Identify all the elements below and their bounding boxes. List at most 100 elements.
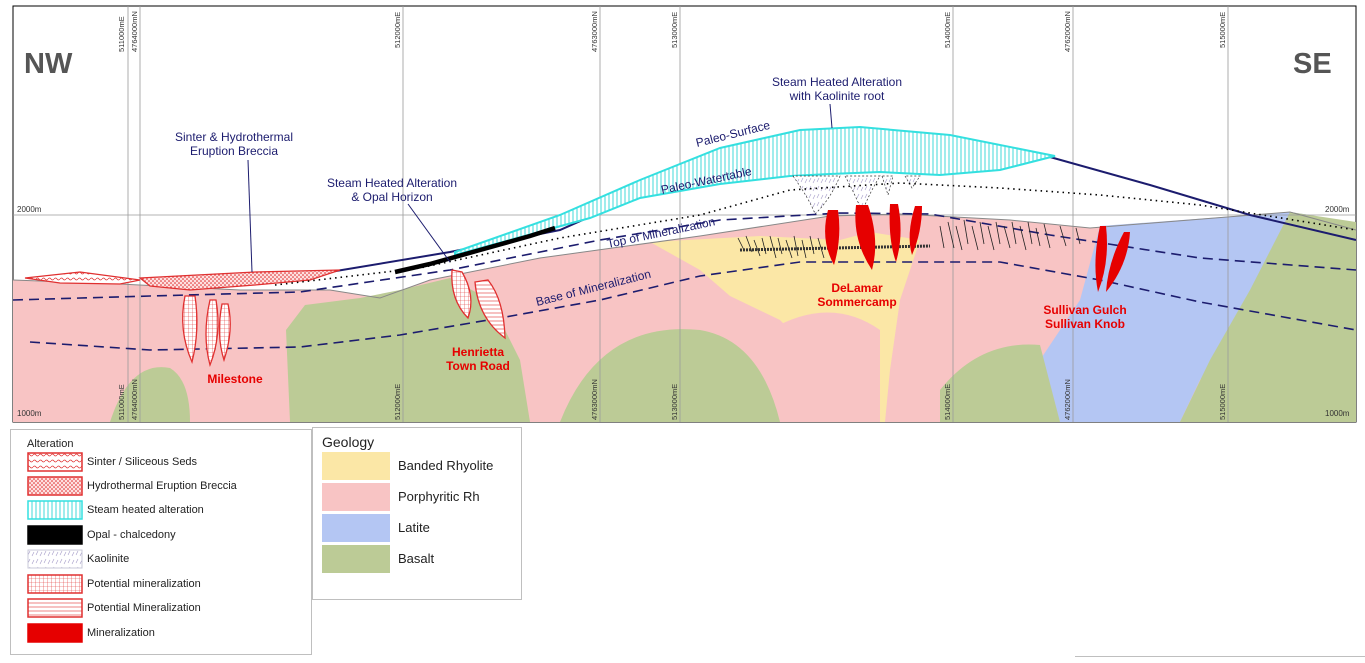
legend-item-latite: Latite <box>322 514 517 542</box>
grid-label-bottom: 4763000mN <box>590 379 599 420</box>
grid-label-bottom: 512000mE <box>393 384 402 420</box>
legend-item-potential-grid: Potential mineralization <box>27 574 311 596</box>
stockwork-veinlets <box>737 219 1081 259</box>
legend-label: Hydrothermal Eruption Breccia <box>87 480 237 492</box>
opal-horizon <box>394 225 556 275</box>
basalt-unit-under-dela <box>770 312 880 422</box>
grid-label-top: 514000mE <box>943 12 952 48</box>
direction-se: SE <box>1293 48 1332 80</box>
elevation-2000-left: 2000m <box>17 205 42 214</box>
legend-item-opal: Opal - chalcedony <box>27 525 311 547</box>
mineralization-bodies <box>182 204 1130 368</box>
deposit-sullivan-line1: Sullivan Gulch <box>1043 303 1126 317</box>
basalt-unit-right <box>1180 212 1356 422</box>
breccia-swatch <box>27 476 83 496</box>
legend-label: Basalt <box>398 551 435 566</box>
deposit-henrietta-line2: Town Road <box>446 359 510 373</box>
grid-label-bottom: 4764000mN <box>130 379 139 420</box>
legend-label: Kaolinite <box>87 553 130 565</box>
potential-grid-swatch <box>27 574 83 594</box>
annotation-sinter-line2: Eruption Breccia <box>190 144 278 158</box>
legend-item-breccia: Hydrothermal Eruption Breccia <box>27 476 311 498</box>
legend-label: Banded Rhyolite <box>398 458 494 473</box>
elevation-1000-right: 1000m <box>1325 409 1350 418</box>
delamar-vein-1 <box>825 210 840 265</box>
henrietta-vein-1 <box>451 269 472 320</box>
alteration-legend: Alteration Sinter / Siliceous Seds Hydro… <box>10 429 312 655</box>
deposit-sullivan-line2: Sullivan Knob <box>1045 317 1125 331</box>
deposit-henrietta-line1: Henrietta <box>452 345 504 359</box>
grid-label-top: 4764000mN <box>130 11 139 52</box>
grid-coordinate-labels: 511000mE 4764000mN 512000mE 4763000mN 51… <box>117 11 1227 420</box>
elevation-2000-right: 2000m <box>1325 205 1350 214</box>
legend-item-basalt: Basalt <box>322 545 517 573</box>
porphyritic-swatch <box>322 483 390 511</box>
legend-label: Mineralization <box>87 627 155 639</box>
legend-item-potential-hlines: Potential Mineralization <box>27 598 311 620</box>
milestone-vein-3 <box>218 303 231 363</box>
basalt-swatch <box>322 545 390 573</box>
banded-rhyolite-swatch <box>322 452 390 480</box>
grid-label-bottom: 511000mE <box>117 384 126 420</box>
latite-unit <box>1020 212 1310 422</box>
legend-item-banded-rhyolite: Banded Rhyolite <box>322 452 517 480</box>
grid-label-bottom: 513000mE <box>670 384 679 420</box>
coordinate-grid <box>13 6 1356 422</box>
leader-lines <box>247 103 833 273</box>
legend-label: Potential Mineralization <box>87 602 201 614</box>
legend-item-porphyritic: Porphyritic Rh <box>322 483 517 511</box>
grid-label-top: 515000mE <box>1218 12 1227 48</box>
opal-swatch <box>27 525 83 545</box>
grid-label-bottom: 514000mE <box>943 384 952 420</box>
geology-legend: Geology Banded Rhyolite Porphyritic Rh L… <box>312 427 522 600</box>
legend-label: Latite <box>398 520 430 535</box>
geology-legend-title: Geology <box>322 434 375 450</box>
legend-item-mineralization: Mineralization <box>27 623 311 645</box>
mineralization-swatch <box>27 623 83 643</box>
legend-item-sinter: Sinter / Siliceous Seds <box>27 452 311 474</box>
deposit-milestone: Milestone <box>207 372 263 386</box>
topographic-surface <box>12 211 1357 299</box>
elevation-1000-left: 1000m <box>17 409 42 418</box>
legend-label: Porphyritic Rh <box>398 489 480 504</box>
basalt-unit-center-right <box>940 344 1060 422</box>
steam-heated-blanket <box>454 125 1056 257</box>
annotation-steam-kaolinite-line2: with Kaolinite root <box>789 89 885 103</box>
delamar-vein-2 <box>855 205 876 270</box>
legend-label: Sinter / Siliceous Seds <box>87 456 198 468</box>
direction-nw: NW <box>24 48 73 80</box>
sinter-swatch <box>27 452 83 472</box>
sullivan-vein-2 <box>1106 232 1130 292</box>
annotation-steam-kaolinite-line1: Steam Heated Alteration <box>772 75 902 89</box>
basalt-unit-center <box>560 329 780 422</box>
delamar-vein-4 <box>909 206 922 255</box>
grid-label-top: 511000mE <box>117 16 126 52</box>
grid-label-top: 4763000mN <box>590 11 599 52</box>
milestone-vein-2 <box>205 299 219 368</box>
bottom-frame-line <box>1075 656 1365 657</box>
steam-swatch <box>27 500 83 520</box>
legend-label: Potential mineralization <box>87 578 201 590</box>
legend-label: Opal - chalcedony <box>87 529 176 541</box>
grid-label-top: 513000mE <box>670 12 679 48</box>
latite-swatch <box>322 514 390 542</box>
legend-item-kaolinite: Kaolinite <box>27 549 311 571</box>
henrietta-vein-2 <box>474 279 506 340</box>
kaolinite-swatch <box>27 549 83 569</box>
legend-label: Steam heated alteration <box>87 504 204 516</box>
sullivan-vein-1 <box>1095 226 1107 292</box>
annotation-steam-opal-line2: & Opal Horizon <box>351 190 432 204</box>
grid-label-top: 512000mE <box>393 12 402 48</box>
grid-label-bottom: 4762000mN <box>1063 379 1072 420</box>
annotation-steam-opal-line1: Steam Heated Alteration <box>327 176 457 190</box>
deposit-delamar-line1: DeLamar <box>831 281 883 295</box>
basalt-unit-left <box>110 367 190 422</box>
legend-item-steam: Steam heated alteration <box>27 500 311 522</box>
grid-label-bottom: 515000mE <box>1218 384 1227 420</box>
annotation-sinter-line1: Sinter & Hydrothermal <box>175 130 293 144</box>
grid-label-top: 4762000mN <box>1063 11 1072 52</box>
sinter-breccia-zone <box>24 269 341 291</box>
delamar-vein-3 <box>889 204 901 262</box>
deposit-delamar-line2: Sommercamp <box>817 295 896 309</box>
